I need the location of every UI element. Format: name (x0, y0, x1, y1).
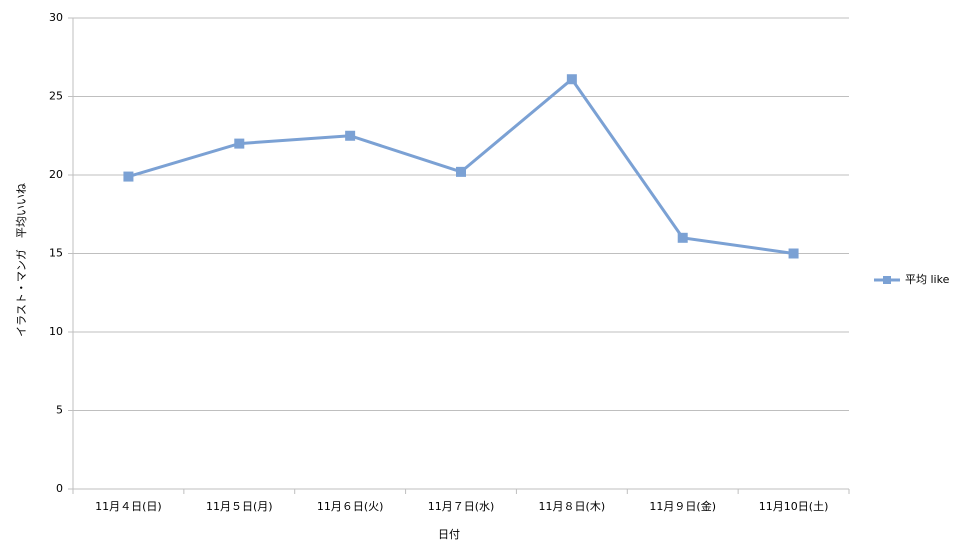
y-tick-label: 30 (49, 11, 63, 24)
marker (788, 248, 799, 259)
y-tick-label: 0 (56, 482, 63, 495)
marker (566, 74, 577, 85)
x-tick-label: 11月７日(水) (428, 500, 495, 513)
legend-label: 平均 like (905, 273, 950, 286)
x-tick-label: 11月６日(火) (317, 500, 384, 513)
x-tick-label: 11月10日(土) (759, 500, 829, 513)
x-tick-label: 11月９日(金) (649, 499, 716, 513)
y-tick-label: 5 (56, 404, 63, 417)
x-tick-label: 11月５日(月) (206, 500, 273, 513)
y-tick-label: 25 (49, 90, 63, 103)
x-tick-label: 11月４日(日) (95, 500, 162, 513)
y-tick-label: 15 (49, 247, 63, 260)
x-axis-label: 日付 (438, 528, 460, 541)
y-tick-label: 10 (49, 325, 63, 338)
y-axis-label: イラスト・マンガ 平均いいね (15, 183, 28, 337)
legend-marker (883, 276, 891, 284)
series-line (128, 77, 794, 255)
marker (456, 166, 466, 177)
marker (234, 138, 245, 149)
marker (123, 171, 134, 182)
y-tick-label: 20 (49, 168, 63, 181)
x-tick-label: 11月８日(木) (539, 500, 606, 513)
marker (345, 130, 356, 141)
marker (677, 232, 688, 243)
